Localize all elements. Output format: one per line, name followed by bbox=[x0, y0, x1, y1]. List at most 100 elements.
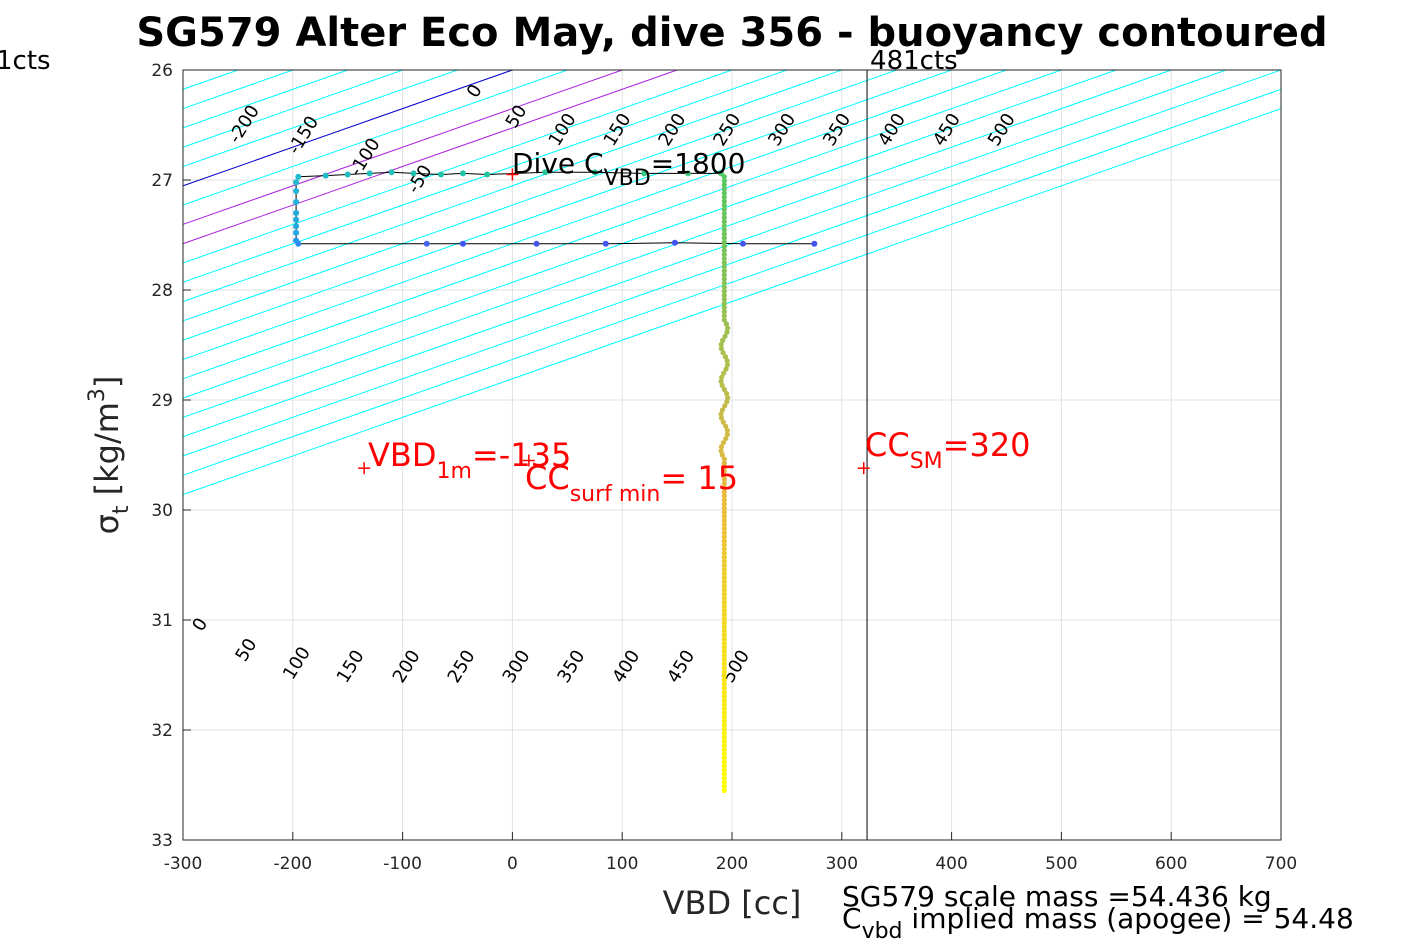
y-axis-ticks: 26 27 28 29 30 31 32 33 bbox=[151, 61, 191, 851]
descent-point bbox=[721, 575, 727, 581]
descent-point bbox=[721, 264, 727, 270]
descent-point bbox=[719, 382, 725, 388]
descent-point bbox=[721, 513, 727, 519]
data-point bbox=[366, 170, 373, 177]
contour-line bbox=[183, 70, 1117, 399]
x-axis-ticks: -300 -200 -100 0 100 200 300 400 500 600 700 bbox=[164, 832, 1297, 874]
data-point bbox=[533, 240, 540, 247]
data-point bbox=[295, 173, 302, 180]
x-tick-label: 500 bbox=[1045, 854, 1077, 874]
contour-line bbox=[183, 88, 1281, 476]
descent-point bbox=[721, 493, 727, 499]
contour-line bbox=[183, 70, 1281, 457]
descent-point bbox=[721, 370, 727, 376]
descent-point bbox=[720, 350, 726, 356]
descent-point bbox=[721, 599, 727, 605]
descent-point bbox=[721, 227, 727, 233]
data-point bbox=[438, 171, 445, 178]
data-point bbox=[293, 216, 300, 223]
descent-point bbox=[721, 677, 727, 683]
contour-line bbox=[183, 70, 1227, 438]
y-axis-label: σt [kg/m3] bbox=[85, 376, 134, 535]
data-point bbox=[671, 239, 678, 246]
descent-point bbox=[721, 554, 727, 560]
descent-point bbox=[721, 759, 727, 765]
descent-point bbox=[724, 390, 730, 397]
descent-point bbox=[724, 325, 731, 331]
descent-point bbox=[721, 538, 727, 544]
descent-point bbox=[721, 701, 727, 708]
contour-line bbox=[183, 70, 1172, 418]
descent-point bbox=[721, 583, 727, 589]
x-tick-label: 600 bbox=[1155, 854, 1187, 874]
descent-point bbox=[721, 182, 727, 188]
x-tick-label: 100 bbox=[606, 854, 638, 874]
descent-point bbox=[722, 403, 728, 409]
data-point bbox=[459, 240, 466, 247]
descent-point bbox=[721, 215, 727, 221]
descent-point bbox=[721, 251, 727, 258]
descent-point bbox=[721, 591, 727, 597]
descent-point bbox=[721, 231, 727, 237]
descent-point bbox=[721, 210, 727, 217]
reference-lines: 481cts bbox=[866, 46, 958, 840]
contour-line bbox=[183, 70, 1062, 380]
data-point bbox=[293, 188, 300, 194]
descent-point bbox=[721, 656, 727, 663]
chart-title: SG579 Alter Eco May, dive 356 - buoyancy… bbox=[136, 10, 1327, 56]
contour-line bbox=[183, 70, 897, 322]
contour-line bbox=[0, 70, 73, 840]
descent-point bbox=[718, 411, 724, 417]
descent-point bbox=[724, 431, 730, 438]
descent-point bbox=[721, 779, 727, 785]
descent-point bbox=[721, 648, 727, 654]
buoyancy-contours bbox=[0, 70, 1281, 840]
descent-point bbox=[721, 542, 727, 548]
descent-point bbox=[721, 300, 727, 307]
descent-point bbox=[721, 771, 727, 777]
descent-point bbox=[721, 579, 727, 585]
descent-point bbox=[721, 219, 727, 225]
descent-point bbox=[721, 726, 727, 732]
descent-point bbox=[721, 652, 727, 659]
descent-point bbox=[721, 292, 727, 298]
descent-point bbox=[721, 611, 727, 618]
dive-cvbd-annotation: Dive CVBD=1800 bbox=[512, 147, 745, 191]
annotation-markers bbox=[358, 168, 870, 475]
descent-point bbox=[721, 562, 727, 569]
descent-point bbox=[721, 526, 727, 532]
descent-point bbox=[719, 374, 725, 380]
descent-point bbox=[721, 174, 727, 180]
contour-line bbox=[183, 70, 952, 341]
descent-point bbox=[721, 517, 727, 524]
descent-point bbox=[718, 444, 725, 450]
reference-line-label: 481cts bbox=[870, 46, 958, 76]
descent-point bbox=[721, 636, 727, 642]
descent-point bbox=[721, 734, 727, 740]
descent-point bbox=[721, 202, 727, 208]
descent-point bbox=[721, 603, 727, 609]
contour-line bbox=[183, 70, 788, 283]
descent-point bbox=[721, 317, 727, 323]
data-point bbox=[423, 240, 430, 247]
y-tick-label: 29 bbox=[151, 391, 173, 411]
data-point bbox=[685, 170, 692, 177]
descent-point bbox=[724, 362, 731, 368]
data-point bbox=[602, 240, 609, 247]
descent-point bbox=[721, 550, 727, 556]
descent-point bbox=[721, 746, 727, 753]
y-tick-label: 28 bbox=[151, 281, 173, 301]
descent-point bbox=[721, 247, 727, 253]
descent-point bbox=[721, 640, 727, 646]
descent-point bbox=[721, 272, 727, 278]
scale-mass-text: SG579 scale mass =54.436 kg bbox=[842, 880, 1272, 913]
contour-line bbox=[183, 70, 1007, 361]
data-point bbox=[293, 199, 300, 205]
descent-point bbox=[721, 280, 727, 286]
descent-point bbox=[721, 624, 727, 630]
descent-point bbox=[721, 673, 727, 679]
contour-line bbox=[0, 70, 18, 840]
y-tick-label: 30 bbox=[151, 501, 173, 521]
x-tick-label: -200 bbox=[274, 854, 313, 874]
descent-point bbox=[721, 558, 727, 564]
